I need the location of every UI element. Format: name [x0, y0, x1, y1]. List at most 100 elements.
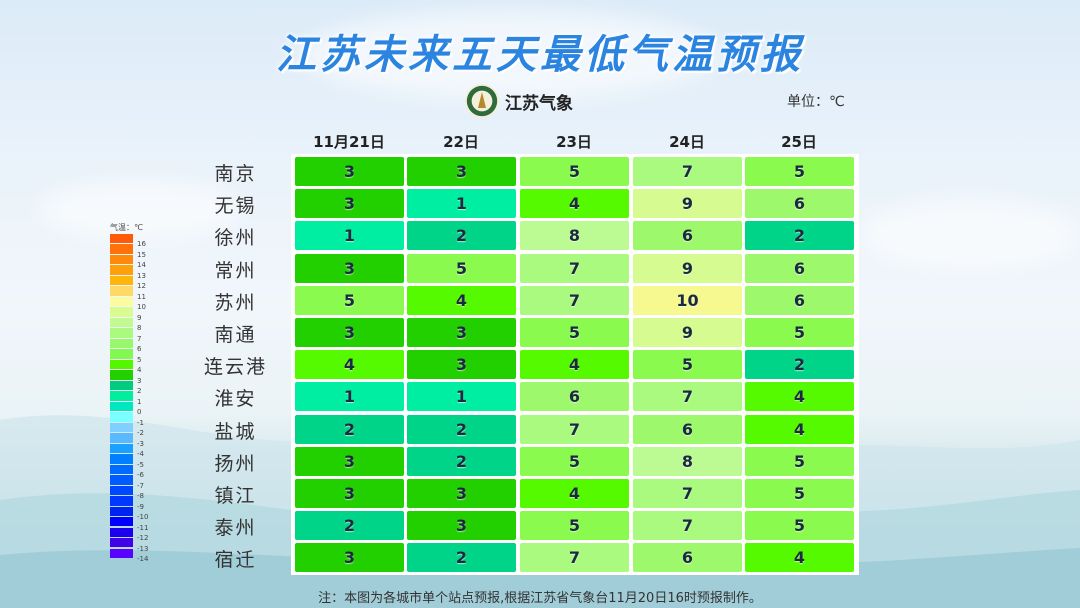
temperature-cell: 3: [407, 479, 516, 508]
legend-swatch: [110, 370, 133, 380]
legend-swatch: [110, 234, 133, 244]
legend-swatch: [110, 307, 133, 317]
legend-tick-label: 6: [137, 345, 142, 353]
cloud-decoration: [300, 10, 720, 100]
temperature-cell: 8: [520, 221, 629, 251]
temperature-cell: 3: [295, 479, 404, 508]
temperature-cell: 7: [520, 414, 629, 444]
legend-tick-label: 7: [137, 334, 142, 343]
legend-bar: 16 15 14 13 12 11 10 9 8 7 6 5 4 3 2 1 0 -1 -2 -3 -4 -5 -6 -7 -8…: [110, 234, 148, 563]
temperature-cell: 3: [407, 318, 516, 347]
temperature-cell: 2: [295, 414, 404, 444]
temperature-cell: 5: [745, 318, 854, 347]
legend-swatch: [110, 443, 133, 454]
temperature-cell: 3: [295, 157, 404, 186]
legend-swatch: [110, 454, 133, 464]
temperature-cell: 7: [633, 511, 742, 541]
legend-tick-label: 4: [137, 366, 142, 374]
temperature-cell: 2: [407, 446, 516, 476]
legend-swatch: [110, 485, 133, 496]
city-label: 苏州: [214, 291, 257, 314]
legend-swatch: [110, 296, 133, 307]
legend-tick-label: -6: [137, 471, 144, 479]
temperature-cell: 5: [745, 511, 854, 541]
legend-tick-label: -4: [137, 450, 144, 458]
temperature-cell: 6: [745, 285, 854, 315]
legend-swatch: [110, 349, 133, 359]
temperature-cell: 3: [295, 189, 404, 219]
legend-swatch: [110, 496, 133, 506]
legend-swatch: [110, 433, 133, 443]
legend-swatch: [110, 380, 133, 391]
cloud-decoration: [860, 200, 1080, 270]
temperature-cell: 5: [520, 318, 629, 347]
temperature-cell: 4: [745, 382, 854, 412]
city-label: 常州: [214, 259, 257, 282]
temperature-cell: 6: [633, 221, 742, 251]
legend-tick-label: -14: [137, 555, 149, 563]
temperature-cell: 5: [633, 350, 742, 380]
legend-tick-label: -13: [137, 544, 149, 553]
legend-swatch: [110, 412, 133, 422]
temperature-cell: 7: [633, 382, 742, 412]
legend-swatch: [110, 527, 133, 537]
temperature-cell: 8: [633, 446, 742, 476]
city-label: 宿迁: [214, 549, 257, 572]
temperature-cell: 6: [745, 189, 854, 219]
temperature-cell: 4: [407, 285, 516, 315]
legend-swatch: [110, 359, 133, 370]
temperature-cell: 4: [745, 414, 854, 444]
temperature-cell: 7: [633, 157, 742, 186]
legend-tick-label: 1: [137, 397, 142, 406]
temperature-cell: 4: [745, 543, 854, 573]
city-label: 泰州: [214, 517, 257, 540]
column-header: 22日: [443, 133, 479, 151]
temperature-cell: 9: [633, 318, 742, 347]
legend-tick-label: 0: [137, 408, 142, 416]
legend-swatch: [110, 317, 133, 328]
temperature-cell: 4: [520, 479, 629, 508]
temperature-cell: 4: [295, 350, 404, 380]
legend-swatch: [110, 401, 133, 412]
temperature-cell: 1: [295, 221, 404, 251]
temperature-cell: 5: [745, 157, 854, 186]
city-label: 扬州: [214, 452, 257, 475]
city-label: 连云港: [203, 356, 267, 379]
temperature-cell: 2: [745, 221, 854, 251]
temperature-cell: 5: [407, 253, 516, 283]
legend-tick-label: -1: [137, 418, 144, 427]
legend-swatch: [110, 254, 133, 265]
temperature-cell: 3: [295, 253, 404, 283]
temperature-cell: 3: [407, 157, 516, 186]
legend-swatch: [110, 464, 133, 475]
legend-tick-label: 5: [137, 355, 142, 364]
legend-tick-label: -8: [137, 492, 144, 500]
temperature-cell: 6: [633, 414, 742, 444]
legend-tick-label: -7: [137, 481, 144, 490]
legend-tick-label: -10: [137, 513, 149, 521]
city-label: 南通: [214, 324, 257, 346]
temperature-cell: 10: [633, 285, 742, 315]
legend-tick-label: 13: [137, 271, 146, 280]
city-label: 南京: [214, 163, 257, 185]
temperature-cell: 2: [745, 350, 854, 380]
temperature-cell: 5: [745, 446, 854, 476]
temperature-cell: 1: [407, 382, 516, 412]
color-legend: 气温：℃ 16 15 14 13 12 11 10 9 8 7 6 5 4 3 2 1 0 -1 -2 -3 -4 -5-…: [110, 222, 148, 563]
legend-tick-label: 3: [137, 376, 142, 385]
temperature-cell: 7: [520, 253, 629, 283]
legend-tick-label: -5: [137, 460, 144, 469]
temperature-cell: 6: [633, 543, 742, 573]
legend-swatch: [110, 275, 133, 286]
temperature-cell: 3: [295, 446, 404, 476]
column-header: 25日: [781, 133, 817, 151]
temperature-cell: 7: [520, 543, 629, 573]
legend-title: 气温：℃: [110, 223, 143, 232]
unit-label: 单位：℃: [787, 94, 845, 110]
city-label: 淮安: [214, 388, 257, 411]
temperature-cell: 9: [633, 189, 742, 219]
temperature-cell: 4: [520, 350, 629, 380]
legend-tick-label: 9: [137, 313, 142, 322]
legend-swatch: [110, 244, 133, 254]
legend-swatch: [110, 338, 133, 349]
